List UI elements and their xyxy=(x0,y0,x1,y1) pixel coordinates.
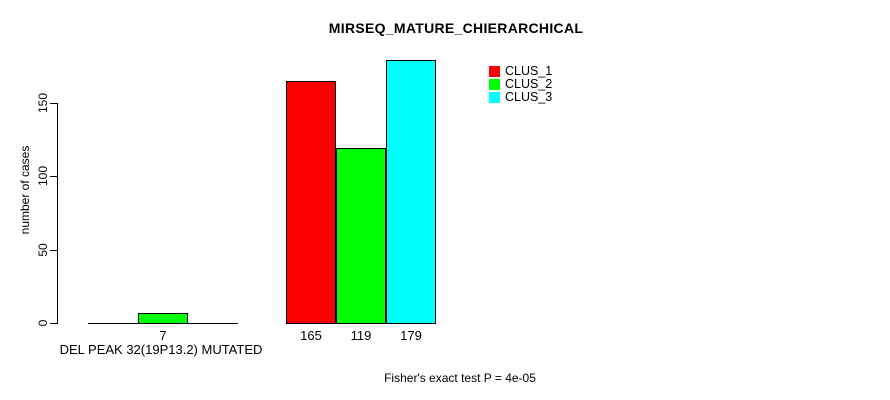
bar-value-label: 7 xyxy=(159,328,167,343)
legend-item-clus_3: CLUS_3 xyxy=(489,91,552,104)
chart-title: MIRSEQ_MATURE_CHIERARCHICAL xyxy=(328,20,584,36)
bar-clus_3-group-2 xyxy=(386,60,436,324)
bar-clus_1-group-1 xyxy=(88,323,138,324)
y-tick-mark xyxy=(50,103,58,104)
legend-item-clus_1: CLUS_1 xyxy=(489,65,552,78)
footnote-fishers-test: Fisher's exact test P = 4e-05 xyxy=(384,371,536,385)
bar-clus_2-group-1 xyxy=(138,313,188,324)
bar-value-label: 165 xyxy=(300,328,322,343)
legend-swatch xyxy=(489,66,500,77)
y-tick-mark xyxy=(50,250,58,251)
bar-clus_3-group-1 xyxy=(188,323,238,324)
y-tick-label: 150 xyxy=(36,92,50,114)
bar-value-label: 119 xyxy=(350,328,372,343)
y-tick-label: 100 xyxy=(36,165,50,187)
legend-swatch xyxy=(489,92,500,103)
y-tick-mark xyxy=(50,176,58,177)
y-axis-label: number of cases xyxy=(18,145,32,235)
legend-label: CLUS_1 xyxy=(505,64,553,78)
legend-label: CLUS_3 xyxy=(505,90,553,104)
bar-clus_1-group-2 xyxy=(286,81,336,324)
legend: CLUS_1 CLUS_2 CLUS_3 xyxy=(489,65,552,104)
legend-label: CLUS_2 xyxy=(505,77,553,91)
y-tick-label: 0 xyxy=(36,319,50,327)
bar-value-label: 179 xyxy=(400,328,422,343)
legend-swatch xyxy=(489,79,500,90)
bar-clus_2-group-2 xyxy=(336,148,386,324)
legend-item-clus_2: CLUS_2 xyxy=(489,78,552,91)
y-tick-label: 50 xyxy=(36,243,50,257)
y-axis-line xyxy=(57,103,58,324)
y-tick-mark xyxy=(50,323,58,324)
x-axis-label: DEL PEAK 32(19P13.2) MUTATED xyxy=(59,342,263,357)
